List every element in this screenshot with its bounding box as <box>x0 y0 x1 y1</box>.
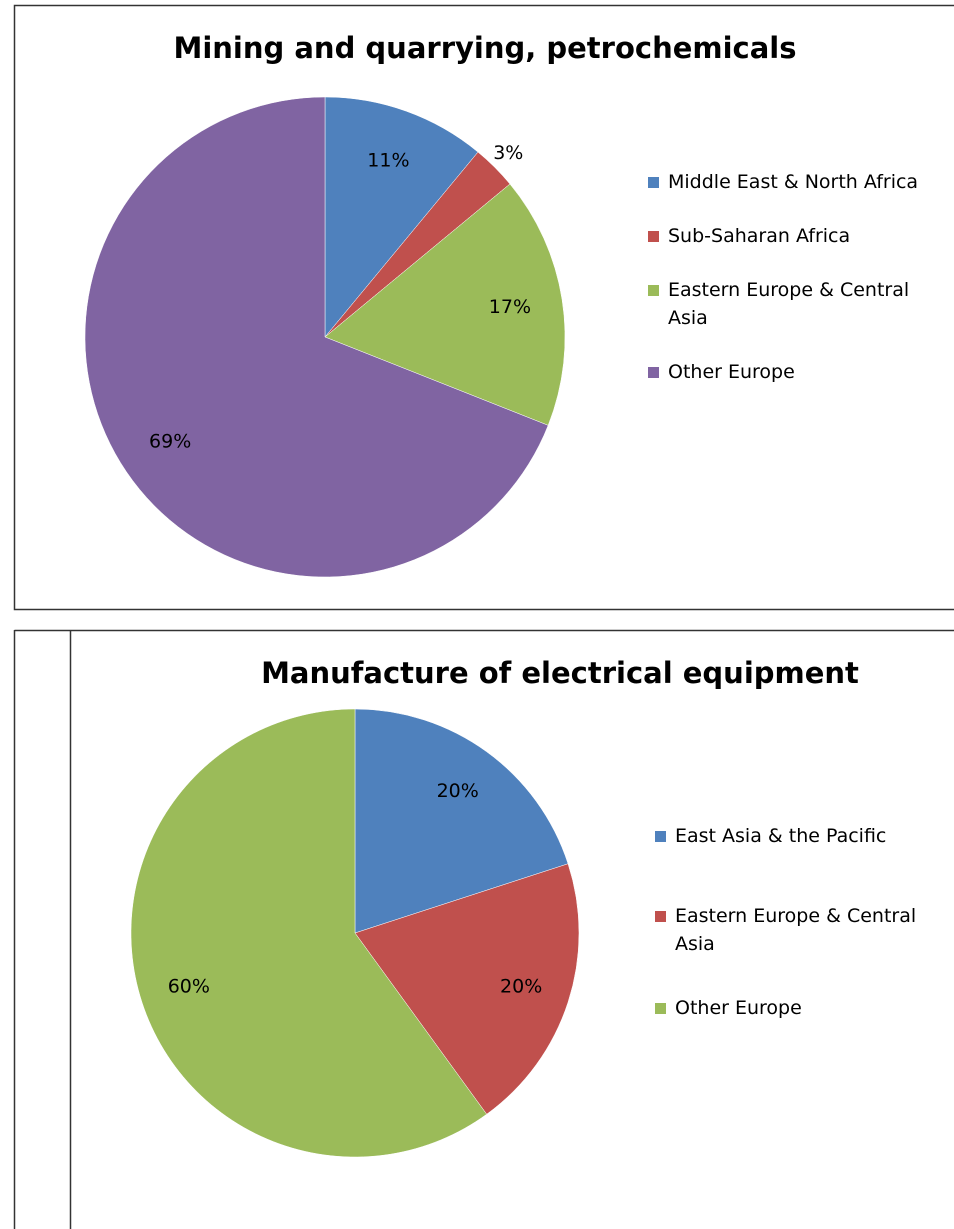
data-label: 20% <box>437 780 479 802</box>
data-label: 69% <box>149 431 191 453</box>
pie-slice <box>130 708 488 1158</box>
data-label: 11% <box>367 149 409 171</box>
legend-item: Middle East & North Africa <box>648 168 948 196</box>
pie-slice <box>354 708 569 934</box>
data-label: 60% <box>168 975 210 997</box>
legend-item: Other Europe <box>655 994 950 1022</box>
legend-swatch <box>648 231 659 242</box>
legend-label: Other Europe <box>668 361 795 383</box>
legend: East Asia & the Pacific Eastern Europe & … <box>655 822 950 1058</box>
chart-title: Manufacture of electrical equipment <box>261 656 859 690</box>
pie-slice <box>324 183 566 426</box>
legend-item: Other Europe <box>648 358 948 386</box>
legend-item: Eastern Europe & Central Asia <box>648 276 948 332</box>
legend-label: Sub-Saharan Africa <box>668 225 851 247</box>
data-label: 20% <box>500 975 542 997</box>
pie-slice <box>354 863 580 1115</box>
legend-label: Eastern Europe & Central Asia <box>668 279 910 329</box>
chart-title: Mining and quarrying, petrochemicals <box>173 31 796 65</box>
legend-label: Other Europe <box>675 997 802 1019</box>
legend-item: Sub-Saharan Africa <box>648 222 948 250</box>
legend-swatch <box>655 911 666 922</box>
legend-item: East Asia & the Pacific <box>655 822 950 850</box>
legend-item: Eastern Europe & Central Asia <box>655 902 950 958</box>
legend-swatch <box>648 367 659 378</box>
data-label: 3% <box>493 142 523 164</box>
pie-slice <box>84 96 549 578</box>
legend: Middle East & North Africa Sub-Saharan Af… <box>648 168 948 412</box>
pie-slice <box>324 96 479 338</box>
legend-swatch <box>648 177 659 188</box>
legend-label: Middle East & North Africa <box>668 171 919 193</box>
chart-frame <box>13 4 954 611</box>
legend-label: East Asia & the Pacific <box>675 825 887 847</box>
data-label: 17% <box>489 296 531 318</box>
legend-label: Eastern Europe & Central Asia <box>675 905 917 955</box>
legend-swatch <box>655 1003 666 1014</box>
legend-swatch <box>655 831 666 842</box>
legend-swatch <box>648 285 659 296</box>
